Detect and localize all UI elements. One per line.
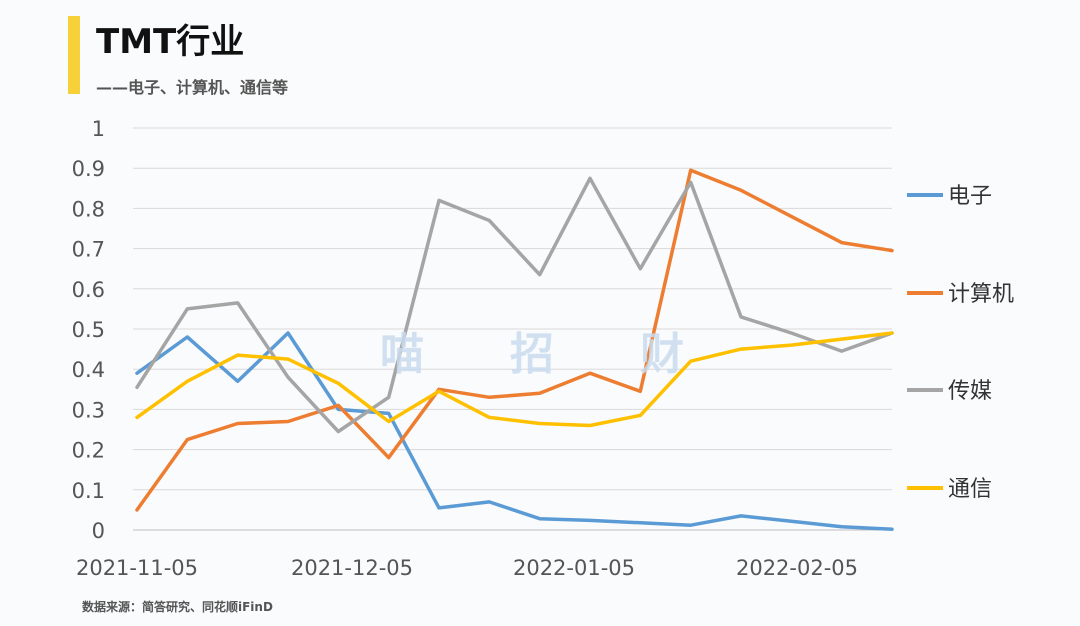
- series-line-计算机: [135, 168, 894, 512]
- title-accent-bar: [68, 16, 80, 94]
- x-tick-label: 2022-01-05: [513, 556, 635, 580]
- legend-label: 传媒: [948, 379, 992, 404]
- y-tick-label: 0.5: [72, 318, 105, 342]
- y-axis-ticks: 0 0.1 0.2 0.3 0.4 0.5 0.6 0.7 0.8 0.9 1: [72, 117, 105, 543]
- y-tick-label: 0: [92, 519, 105, 543]
- legend-item: 计算机: [907, 282, 1014, 307]
- y-tick-label: 0.7: [72, 238, 105, 262]
- watermark-char: 喵: [380, 329, 426, 380]
- legend-label: 计算机: [948, 282, 1014, 307]
- legend-item: 通信: [907, 477, 992, 502]
- y-tick-label: 0.6: [72, 278, 105, 302]
- y-tick-label: 0.3: [72, 398, 105, 422]
- x-tick-label: 2022-02-05: [736, 556, 858, 580]
- y-tick-label: 0.1: [72, 479, 105, 503]
- chart-title: TMT行业: [96, 22, 245, 62]
- legend-label: 电子: [948, 184, 992, 209]
- chart-subtitle: ——电子、计算机、通信等: [96, 78, 289, 97]
- x-tick-label: 2021-11-05: [76, 556, 198, 580]
- x-tick-label: 2021-12-05: [291, 556, 413, 580]
- legend-item: 电子: [907, 184, 992, 209]
- series-line-传媒: [135, 176, 894, 434]
- legend-label: 通信: [948, 477, 992, 502]
- y-tick-label: 0.4: [72, 358, 105, 382]
- y-tick-label: 0.8: [72, 197, 105, 221]
- watermark-char: 财: [640, 329, 686, 380]
- series-lines: [135, 168, 894, 531]
- y-tick-label: 0.9: [72, 157, 105, 181]
- x-axis-ticks: 2021-11-05 2021-12-05 2022-01-05 2022-02-05: [76, 556, 858, 580]
- watermark-char: 招: [510, 329, 556, 380]
- series-line-通信: [135, 331, 894, 428]
- y-tick-label: 1: [92, 117, 105, 141]
- legend-item: 传媒: [907, 379, 992, 404]
- data-source-note: 数据来源：简答研究、同花顺iFinD: [82, 600, 273, 614]
- watermark: 喵招财: [380, 318, 770, 382]
- y-tick-label: 0.2: [72, 439, 105, 463]
- gridlines: [133, 127, 892, 531]
